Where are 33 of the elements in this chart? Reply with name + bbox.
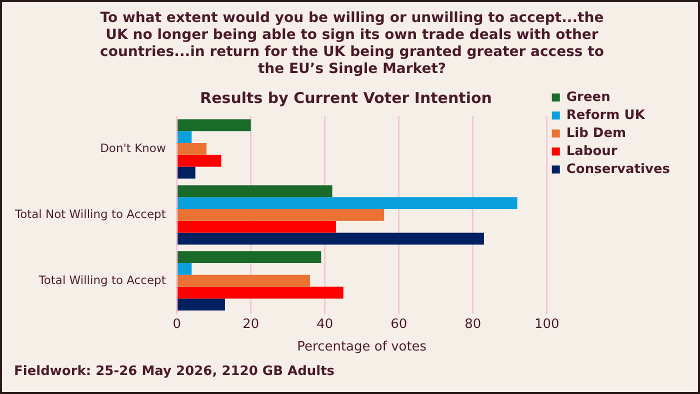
y-tick-label: Don't Know (100, 140, 166, 155)
bar (178, 185, 332, 198)
bar (178, 119, 251, 132)
bar (178, 143, 206, 155)
legend-label: Conservatives (566, 162, 670, 177)
bar (178, 131, 192, 144)
bar (178, 298, 225, 311)
x-tick-label: 20 (242, 316, 260, 332)
y-tick-label: Total Willing to Accept (38, 272, 166, 287)
x-tick-label: 100 (534, 316, 560, 332)
x-tick-label: 40 (316, 316, 334, 332)
x-axis-title: Percentage of votes (297, 340, 427, 355)
legend-label: Lib Dem (566, 126, 626, 141)
bar (178, 208, 384, 221)
bar (178, 251, 322, 264)
bar (178, 220, 336, 233)
x-tick-label: 60 (390, 316, 408, 332)
bar (178, 166, 196, 179)
chart-title: To what extent would you be willing or unwilling to accept...the UK no longer being able to sign its own trade deals with other countries...in return for the UK being granted greater access to the EU’s Single Market? (99, 10, 605, 78)
bar (178, 232, 484, 245)
bar (178, 274, 310, 287)
bar (178, 197, 518, 209)
y-tick-label: Total Not Willing to Accept (14, 206, 166, 221)
legend-label: Green (566, 90, 610, 105)
legend-label: Labour (566, 144, 618, 159)
bar (178, 154, 222, 167)
text: Fieldwork: 25-26 May 2026, 2120 GB Adults (14, 364, 335, 379)
legend-label: Reform UK (566, 108, 646, 123)
chart-subtitle: Results by Current Voter Intention (200, 88, 492, 107)
x-tick-label: 80 (464, 316, 482, 332)
bar (178, 286, 344, 299)
x-tick-label: 0 (172, 316, 181, 332)
bar (178, 263, 192, 275)
